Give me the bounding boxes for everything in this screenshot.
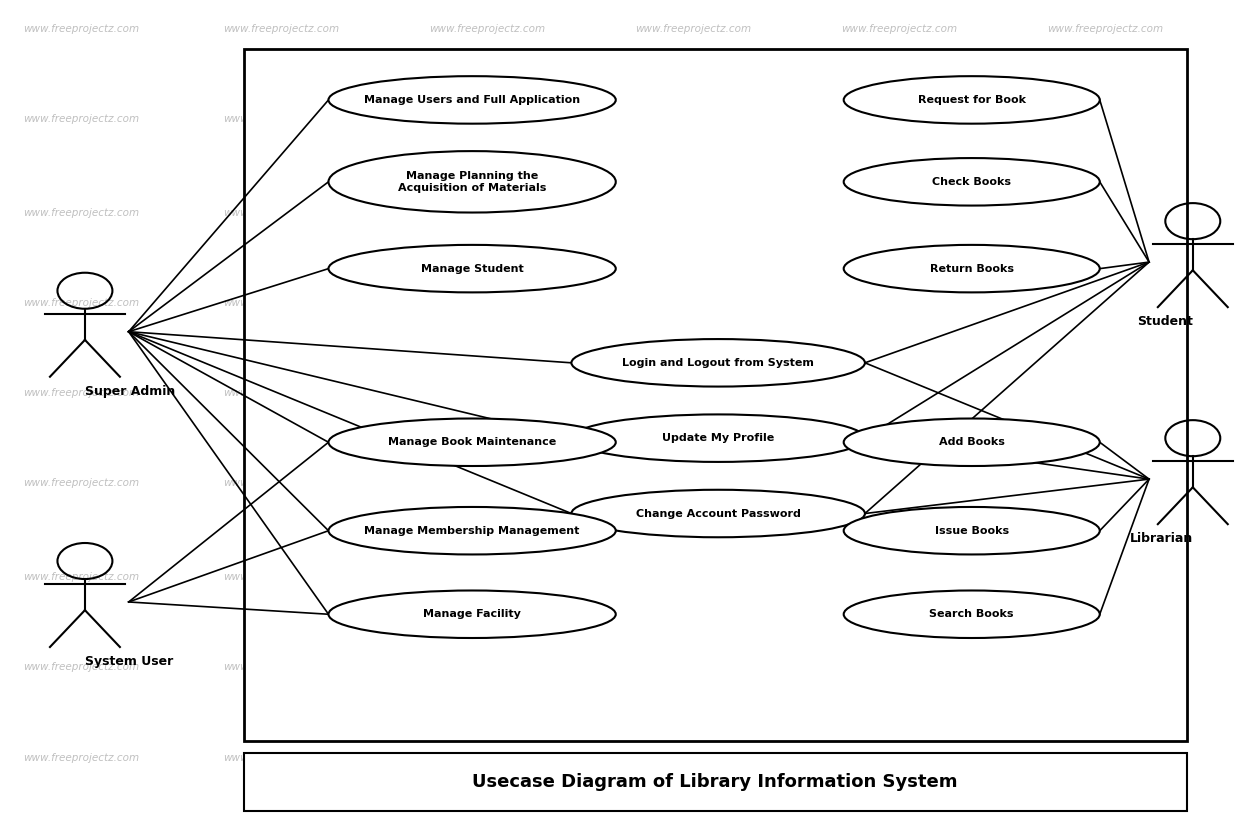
Text: www.freeprojectz.com: www.freeprojectz.com xyxy=(842,663,957,672)
Text: www.freeprojectz.com: www.freeprojectz.com xyxy=(842,208,957,218)
Ellipse shape xyxy=(328,419,616,466)
Text: www.freeprojectz.com: www.freeprojectz.com xyxy=(224,663,338,672)
Ellipse shape xyxy=(328,151,616,212)
Text: www.freeprojectz.com: www.freeprojectz.com xyxy=(224,298,338,308)
Text: www.freeprojectz.com: www.freeprojectz.com xyxy=(842,388,957,398)
Text: www.freeprojectz.com: www.freeprojectz.com xyxy=(842,114,957,124)
Text: www.freeprojectz.com: www.freeprojectz.com xyxy=(224,208,338,218)
Text: Login and Logout from System: Login and Logout from System xyxy=(622,358,814,368)
Text: Update My Profile: Update My Profile xyxy=(662,433,774,443)
Text: www.freeprojectz.com: www.freeprojectz.com xyxy=(842,24,957,34)
Text: www.freeprojectz.com: www.freeprojectz.com xyxy=(24,24,139,34)
Ellipse shape xyxy=(843,245,1099,292)
Ellipse shape xyxy=(843,76,1099,124)
Text: www.freeprojectz.com: www.freeprojectz.com xyxy=(1048,478,1163,488)
Text: Manage Membership Management: Manage Membership Management xyxy=(365,526,580,536)
Text: Return Books: Return Books xyxy=(929,264,1014,274)
Ellipse shape xyxy=(843,419,1099,466)
Ellipse shape xyxy=(328,590,616,638)
Text: www.freeprojectz.com: www.freeprojectz.com xyxy=(1048,753,1163,762)
Text: www.freeprojectz.com: www.freeprojectz.com xyxy=(224,478,338,488)
Ellipse shape xyxy=(843,507,1099,554)
Bar xyxy=(244,49,1187,741)
Text: Manage Book Maintenance: Manage Book Maintenance xyxy=(388,437,556,447)
Text: www.freeprojectz.com: www.freeprojectz.com xyxy=(636,753,751,762)
Text: www.freeprojectz.com: www.freeprojectz.com xyxy=(430,572,545,582)
Text: Manage Facility: Manage Facility xyxy=(423,609,521,619)
Text: www.freeprojectz.com: www.freeprojectz.com xyxy=(430,753,545,762)
Text: www.freeprojectz.com: www.freeprojectz.com xyxy=(842,478,957,488)
Ellipse shape xyxy=(571,339,864,387)
Text: www.freeprojectz.com: www.freeprojectz.com xyxy=(24,298,139,308)
Text: www.freeprojectz.com: www.freeprojectz.com xyxy=(1048,208,1163,218)
Text: www.freeprojectz.com: www.freeprojectz.com xyxy=(430,478,545,488)
Text: www.freeprojectz.com: www.freeprojectz.com xyxy=(1048,114,1163,124)
Text: www.freeprojectz.com: www.freeprojectz.com xyxy=(430,114,545,124)
Text: www.freeprojectz.com: www.freeprojectz.com xyxy=(24,572,139,582)
Text: www.freeprojectz.com: www.freeprojectz.com xyxy=(636,114,751,124)
Text: www.freeprojectz.com: www.freeprojectz.com xyxy=(636,298,751,308)
Text: www.freeprojectz.com: www.freeprojectz.com xyxy=(1048,663,1163,672)
Text: www.freeprojectz.com: www.freeprojectz.com xyxy=(636,478,751,488)
Ellipse shape xyxy=(328,76,616,124)
Text: www.freeprojectz.com: www.freeprojectz.com xyxy=(24,478,139,488)
Text: www.freeprojectz.com: www.freeprojectz.com xyxy=(636,663,751,672)
Text: www.freeprojectz.com: www.freeprojectz.com xyxy=(1048,388,1163,398)
Text: www.freeprojectz.com: www.freeprojectz.com xyxy=(430,24,545,34)
Text: www.freeprojectz.com: www.freeprojectz.com xyxy=(224,114,338,124)
Ellipse shape xyxy=(843,590,1099,638)
Text: www.freeprojectz.com: www.freeprojectz.com xyxy=(636,24,751,34)
Text: www.freeprojectz.com: www.freeprojectz.com xyxy=(430,388,545,398)
Text: www.freeprojectz.com: www.freeprojectz.com xyxy=(24,753,139,762)
Text: Librarian: Librarian xyxy=(1129,532,1193,545)
Text: www.freeprojectz.com: www.freeprojectz.com xyxy=(1048,298,1163,308)
Text: Manage Planning the
Acquisition of Materials: Manage Planning the Acquisition of Mater… xyxy=(398,170,546,193)
Text: www.freeprojectz.com: www.freeprojectz.com xyxy=(24,208,139,218)
Text: Issue Books: Issue Books xyxy=(934,526,1009,536)
Text: www.freeprojectz.com: www.freeprojectz.com xyxy=(430,208,545,218)
Ellipse shape xyxy=(571,490,864,537)
Text: www.freeprojectz.com: www.freeprojectz.com xyxy=(24,114,139,124)
Text: www.freeprojectz.com: www.freeprojectz.com xyxy=(24,388,139,398)
Text: www.freeprojectz.com: www.freeprojectz.com xyxy=(842,572,957,582)
Text: www.freeprojectz.com: www.freeprojectz.com xyxy=(1048,24,1163,34)
Text: Student: Student xyxy=(1137,315,1193,328)
Bar xyxy=(244,753,1187,811)
Ellipse shape xyxy=(328,245,616,292)
Text: www.freeprojectz.com: www.freeprojectz.com xyxy=(224,388,338,398)
Text: www.freeprojectz.com: www.freeprojectz.com xyxy=(842,298,957,308)
Text: www.freeprojectz.com: www.freeprojectz.com xyxy=(224,24,338,34)
Text: Check Books: Check Books xyxy=(932,177,1012,187)
Ellipse shape xyxy=(843,158,1099,206)
Text: www.freeprojectz.com: www.freeprojectz.com xyxy=(430,663,545,672)
Text: www.freeprojectz.com: www.freeprojectz.com xyxy=(224,572,338,582)
Text: www.freeprojectz.com: www.freeprojectz.com xyxy=(24,663,139,672)
Text: System User: System User xyxy=(85,655,174,668)
Text: Search Books: Search Books xyxy=(929,609,1014,619)
Text: www.freeprojectz.com: www.freeprojectz.com xyxy=(430,298,545,308)
Text: www.freeprojectz.com: www.freeprojectz.com xyxy=(224,753,338,762)
Text: www.freeprojectz.com: www.freeprojectz.com xyxy=(636,572,751,582)
Text: Manage Student: Manage Student xyxy=(421,264,523,274)
Text: Add Books: Add Books xyxy=(939,437,1004,447)
Text: Change Account Password: Change Account Password xyxy=(636,509,801,518)
Text: Super Admin: Super Admin xyxy=(85,385,175,398)
Text: www.freeprojectz.com: www.freeprojectz.com xyxy=(636,388,751,398)
Text: www.freeprojectz.com: www.freeprojectz.com xyxy=(636,208,751,218)
Ellipse shape xyxy=(328,507,616,554)
Ellipse shape xyxy=(571,414,864,462)
Text: Manage Users and Full Application: Manage Users and Full Application xyxy=(363,95,581,105)
Text: Usecase Diagram of Library Information System: Usecase Diagram of Library Information S… xyxy=(472,773,958,791)
Text: www.freeprojectz.com: www.freeprojectz.com xyxy=(842,753,957,762)
Text: Request for Book: Request for Book xyxy=(918,95,1025,105)
Text: www.freeprojectz.com: www.freeprojectz.com xyxy=(1048,572,1163,582)
